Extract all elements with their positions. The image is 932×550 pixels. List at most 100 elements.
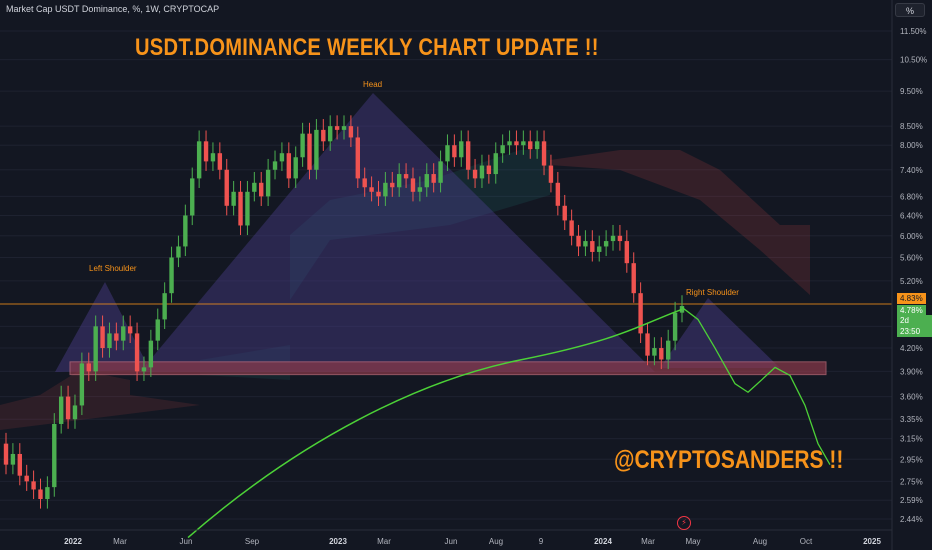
candle-body [10,453,16,465]
candle-body [293,157,298,179]
y-tick-label: 2.95% [900,455,923,464]
x-tick-label: Sep [245,537,260,546]
candle-body [555,182,561,206]
y-tick-label: 6.80% [900,192,923,201]
x-tick-label: Mar [377,537,391,546]
candle-body [645,333,650,356]
candle-body [452,145,457,158]
time-axis[interactable]: 2022 Mar Jun Sep 2023 Mar Jun Aug 9 2024 Mar May Aug… [64,537,881,546]
candle-body [155,319,160,341]
candle-body [610,235,616,242]
y-tick-label: 6.40% [900,211,923,220]
x-tick-label: 2025 [863,537,881,546]
candle-body [321,129,326,142]
candle-body [134,333,140,372]
candle-body [362,178,367,188]
left-shoulder-label: Left Shoulder [89,264,137,273]
candle-body [72,405,78,420]
candle-body [376,191,381,197]
candle-body [652,348,657,356]
candle-body [93,326,98,372]
candle-body [265,169,271,197]
candle-body [576,235,581,247]
y-tick-label: 8.00% [900,141,923,150]
candle-body [162,293,167,320]
candle-body [203,141,209,162]
current-price-tag: 4.78% [897,305,926,316]
unit-toggle-button[interactable]: % [895,3,925,17]
right-shoulder-label: Right Shoulder [686,288,739,297]
x-tick-label: May [685,537,700,546]
candle-body [631,263,636,294]
candle-body [79,363,85,406]
x-tick-label: Oct [800,537,813,546]
candle-body [569,220,574,236]
candle-body [396,174,402,188]
symbol-title: Market Cap USDT Dominance, %, 1W, CRYPTO… [6,4,220,14]
candle-body [286,153,292,179]
y-tick-label: 11.50% [900,27,927,36]
candle-body [272,161,278,170]
candle-body [252,182,257,192]
x-tick-label: Mar [113,537,127,546]
candlestick-series [3,115,685,509]
candle-body [390,182,395,188]
candle-body [672,312,678,341]
cloud-segment [0,370,200,430]
candle-body [245,191,250,226]
candle-body [603,241,609,247]
head-and-shoulders-pattern [55,93,780,372]
candle-body [514,141,519,146]
x-tick-label: 9 [539,537,544,546]
x-tick-label: 2023 [329,537,347,546]
candle-body [500,145,505,154]
candle-body [666,340,671,360]
forecast-path [681,306,831,465]
candle-body [176,246,181,258]
candle-body [17,453,22,476]
candle-body [472,169,478,179]
y-tick-label: 2.59% [900,496,923,505]
candle-body [217,153,223,170]
y-tick-label: 3.15% [900,435,923,444]
horizontal-line-price-tag: 4.83% [897,293,926,304]
candle-body [65,396,71,420]
candle-body [24,475,29,482]
bar-countdown-tag: 2d 23:50 [897,315,932,337]
candle-body [238,191,243,226]
candle-body [334,126,340,130]
head-label: Head [363,80,383,89]
moving-average-line [187,308,683,539]
candle-body [459,141,464,158]
y-tick-label: 6.00% [900,232,923,241]
candle-body [224,169,229,206]
candle-body [431,174,436,183]
x-tick-label: Jun [445,537,458,546]
candle-body [307,133,312,170]
cloud-segment [550,150,810,295]
candle-body [493,153,498,175]
x-tick-label: Aug [489,537,503,546]
candle-body [52,423,57,488]
candle-body [169,257,174,294]
x-tick-label: 2024 [594,537,612,546]
y-tick-label: 5.60% [900,254,923,263]
candle-body [507,141,512,146]
candle-body [590,241,595,252]
author-handle-annotation: @CRYPTOSANDERS !! [614,446,844,474]
candle-body [597,246,602,252]
candle-body [383,182,388,197]
candle-body [486,165,492,175]
y-tick-label: 2.44% [900,515,923,524]
candle-body [31,481,36,490]
y-tick-label: 8.50% [900,122,923,131]
x-tick-label: 2022 [64,537,82,546]
forecast-line [681,306,831,465]
candle-body [548,165,554,183]
candle-body [100,326,105,349]
candle-body [438,161,443,183]
lightning-icon[interactable]: ⚡ [677,516,691,530]
right-shoulder-triangle [660,298,780,368]
